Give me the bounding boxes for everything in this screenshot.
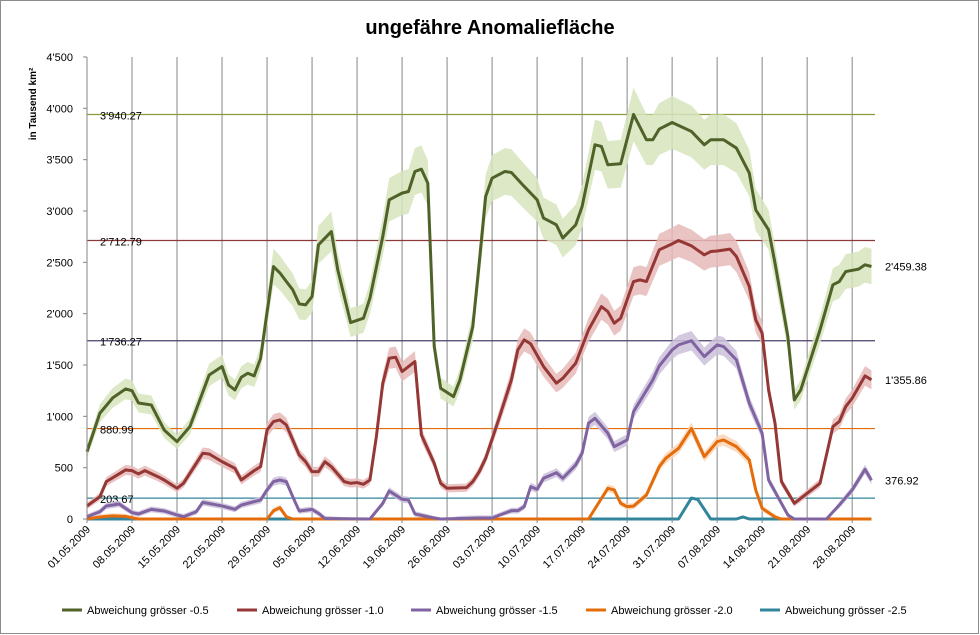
band-series-4: [87, 422, 872, 519]
legend-label: Abweichung grösser -2.0: [611, 605, 733, 617]
y-tick-label: 2'000: [46, 309, 73, 321]
legend-label: Abweichung grösser -2.5: [785, 605, 907, 617]
end-value-label: 376.92: [885, 475, 919, 487]
legend-item: Abweichung grösser -1.0: [237, 605, 384, 617]
y-tick-label: 2'500: [46, 257, 73, 269]
series-lines: [85, 112, 873, 521]
y-tick-labels: 0 500 1'000 1'500 2'000 2'500 3'000 3'500 4'000 4…: [46, 52, 73, 526]
y-tick-label: 500: [55, 463, 73, 475]
y-tick-label: 3'000: [46, 206, 73, 218]
end-value-label: 1'355.86: [885, 375, 927, 387]
end-value-label: 2'459.38: [885, 262, 927, 274]
legend-item: Abweichung grösser -0.5: [62, 605, 209, 617]
legend-label: Abweichung grösser -1.0: [262, 605, 384, 617]
reference-line-label: 880.99: [100, 425, 134, 437]
reference-line-label: 3'940.27: [100, 110, 142, 122]
reference-line-label: 1'736.27: [100, 337, 142, 349]
legend: Abweichung grösser -0.5 Abweichung grösse…: [62, 605, 907, 617]
chart-title: ungefähre Anomaliefläche: [365, 17, 614, 39]
y-tick-label: 0: [67, 514, 73, 526]
end-value-labels: 2'459.38 1'355.86 376.92: [885, 262, 927, 488]
legend-label: Abweichung grösser -0.5: [87, 605, 209, 617]
legend-label: Abweichung grösser -1.5: [436, 605, 558, 617]
axes: [83, 56, 853, 523]
legend-item: Abweichung grösser -2.0: [586, 605, 733, 617]
legend-item: Abweichung grösser -2.5: [760, 605, 907, 617]
y-tick-label: 1'500: [46, 360, 73, 372]
y-tick-label: 4'000: [46, 103, 73, 115]
y-axis-label: in Tausend km²: [28, 67, 39, 140]
y-tick-label: 3'500: [46, 155, 73, 167]
y-tick-label: 4'500: [46, 52, 73, 64]
line-series-5: [87, 496, 872, 521]
line-series-2: [86, 238, 873, 508]
legend-item: Abweichung grösser -1.5: [411, 605, 558, 617]
line-series-1: [85, 112, 872, 453]
y-tick-label: 1'000: [46, 411, 73, 423]
line-series-3: [86, 339, 873, 521]
reference-line-label: 2'712.79: [100, 236, 142, 248]
line-series-4: [86, 427, 872, 521]
